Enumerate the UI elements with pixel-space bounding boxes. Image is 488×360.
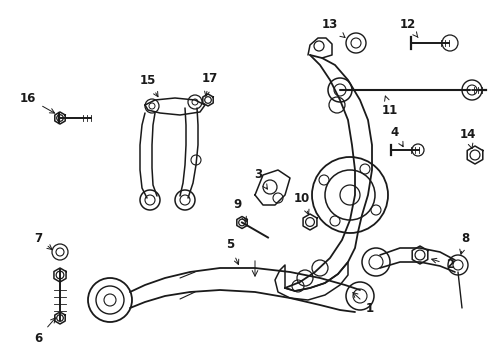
Text: 1: 1 bbox=[352, 293, 373, 315]
Text: 7: 7 bbox=[34, 231, 52, 249]
Text: 12: 12 bbox=[399, 18, 417, 37]
Text: 5: 5 bbox=[225, 238, 238, 265]
Text: 10: 10 bbox=[293, 192, 309, 215]
Text: 4: 4 bbox=[390, 126, 402, 147]
Text: 8: 8 bbox=[459, 231, 468, 254]
Text: 17: 17 bbox=[202, 72, 218, 96]
Text: 3: 3 bbox=[253, 168, 267, 189]
Text: 14: 14 bbox=[459, 129, 475, 149]
Text: 15: 15 bbox=[140, 73, 158, 97]
Text: 6: 6 bbox=[34, 318, 55, 345]
Text: 11: 11 bbox=[381, 96, 397, 117]
Text: 13: 13 bbox=[321, 18, 345, 37]
Text: 2: 2 bbox=[431, 258, 453, 271]
Text: 16: 16 bbox=[20, 91, 55, 113]
Text: 9: 9 bbox=[233, 198, 246, 221]
